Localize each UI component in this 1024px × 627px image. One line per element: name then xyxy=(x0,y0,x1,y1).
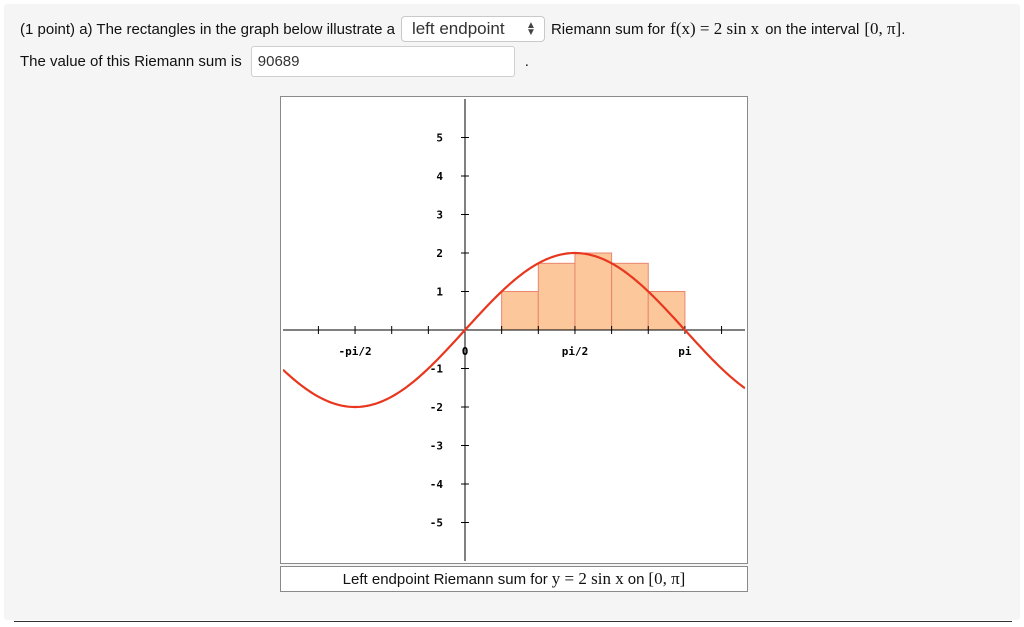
x-tick-label: -pi/2 xyxy=(338,345,371,358)
question-end: . xyxy=(901,20,906,38)
interval-text: on the interval xyxy=(765,20,860,38)
riemann-rectangle xyxy=(611,262,649,331)
function-formula: f(x) = 2 sin x xyxy=(670,19,760,38)
y-tick-label: 4 xyxy=(436,170,443,183)
riemann-rectangle xyxy=(574,252,613,331)
y-tick-label: 3 xyxy=(436,209,443,222)
divider xyxy=(14,621,1012,622)
question-prefix: (1 point) a) The rectangles in the graph… xyxy=(20,20,395,38)
sum-type-select[interactable]: left endpoint ▲ ▼ xyxy=(400,16,545,42)
select-arrows-icon: ▲ ▼ xyxy=(526,20,536,38)
x-tick-label: pi/2 xyxy=(562,345,589,358)
caption-interval: [0, π] xyxy=(648,569,686,588)
y-tick-label: -4 xyxy=(430,478,444,491)
caption-function: y = 2 sin x xyxy=(551,569,624,588)
graph-caption: Left endpoint Riemann sum for y = 2 sin … xyxy=(280,566,748,592)
y-tick-label: 1 xyxy=(436,286,443,299)
interval-value: [0, π] xyxy=(864,19,902,38)
answer-label: The value of this Riemann sum is xyxy=(20,52,242,70)
caption-text: Left endpoint Riemann sum for xyxy=(342,570,548,588)
function-curve xyxy=(283,251,745,409)
answer-line: The value of this Riemann sum is 90689 . xyxy=(20,45,529,77)
y-tick-label: -2 xyxy=(430,401,443,414)
sum-type-value: left endpoint xyxy=(411,19,505,38)
y-tick-label: -1 xyxy=(430,363,444,376)
caption-on: on xyxy=(627,570,645,588)
question-line: (1 point) a) The rectangles in the graph… xyxy=(20,14,905,44)
question-middle: Riemann sum for xyxy=(550,20,666,38)
answer-value: 90689 xyxy=(257,52,300,70)
x-tick-label: pi xyxy=(678,345,692,358)
riemann-rectangle xyxy=(537,262,576,331)
y-tick-label: -3 xyxy=(430,440,443,453)
y-tick-label: 2 xyxy=(436,247,443,260)
riemann-rectangle xyxy=(501,291,539,331)
y-tick-label: -5 xyxy=(430,517,443,530)
answer-end: . xyxy=(524,52,529,70)
y-tick-label: 5 xyxy=(436,132,443,145)
x-tick-label: 0 xyxy=(462,345,469,358)
answer-input[interactable]: 90689 xyxy=(250,45,515,77)
